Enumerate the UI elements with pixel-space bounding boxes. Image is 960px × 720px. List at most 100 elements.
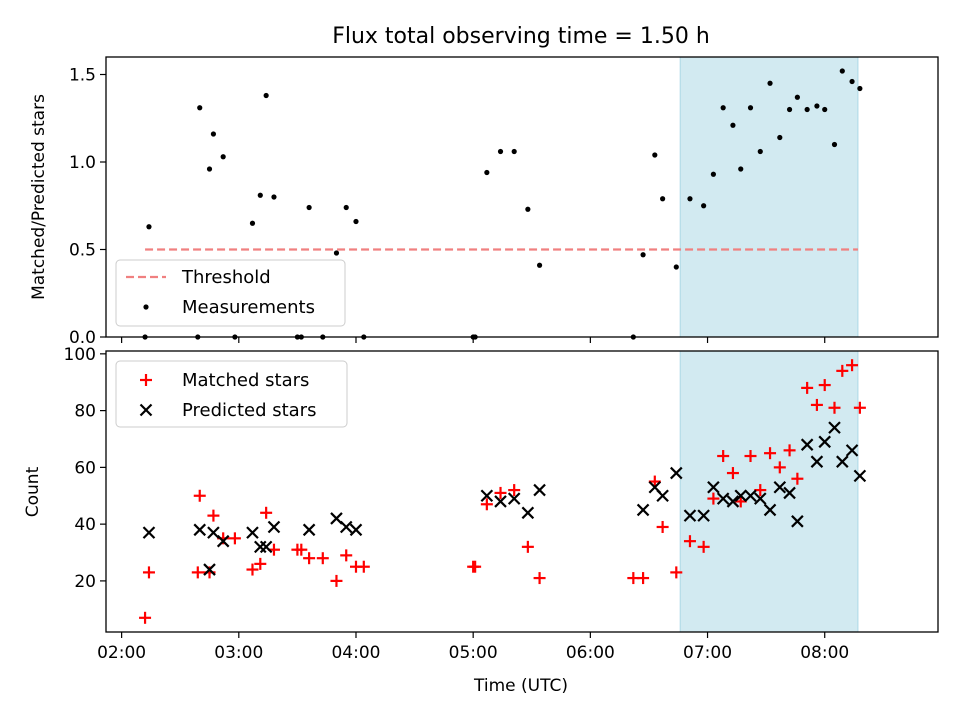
x-axis-label: Time (UTC) [473,676,568,696]
bottom-shaded-region [679,350,859,633]
measurement-point [220,154,226,160]
predicted-star-point [683,509,697,522]
predicted-star-point [193,523,207,537]
predicted-star-point [744,489,757,503]
measurement-point [210,131,217,137]
measurement-point [249,220,256,226]
measurement-point [146,224,152,230]
measurement-point [206,166,213,172]
predicted-star-point [734,489,748,503]
bottom-y-tick-label: 60 [74,458,96,478]
matched-star-point [191,566,204,579]
matched-star-point [810,398,823,411]
measurement-point [701,203,707,209]
measurement-point [673,264,679,270]
measurement-point [343,204,349,211]
measurement-point [730,122,736,128]
bottom-y-axis-label: Count [23,466,43,517]
predicted-star-point [853,469,867,483]
top-y-tick-label: 0.0 [69,328,96,348]
predicted-star-point [302,523,316,537]
matched-star-point [303,552,316,565]
legend-predicted-swatch [139,403,153,417]
matched-star-point [791,472,804,485]
matched-star-point [683,535,696,548]
predicted-star-point [836,455,849,468]
chart-title: Flux total observing time = 1.50 h [332,24,710,49]
measurement-point [536,262,543,268]
matched-star-point [828,401,841,414]
predicted-star-point [670,466,683,480]
matched-star-point [744,450,757,463]
predicted-star-point [142,526,156,539]
measurement-point [306,204,312,211]
matched-star-point [734,495,747,508]
bottom-y-tick-label: 40 [74,515,96,535]
legend-predicted-label: Predicted stars [182,400,316,421]
predicted-star-point [753,492,767,505]
measurement-point [257,192,263,198]
predicted-star-point [203,563,216,576]
top-y-tick-label: 1.0 [69,153,96,173]
matched-star-point [670,566,683,579]
matched-star-point [697,540,710,553]
matched-star-point [357,560,370,573]
bottom-plot-frame [105,350,939,633]
legend-matched-label: Matched stars [182,370,309,391]
matched-star-point [764,447,777,460]
predicted-star-point [828,421,841,434]
matched-star-point [853,401,866,414]
measurement-point [720,105,726,111]
measurement-point [831,141,838,148]
measurement-point [814,103,820,109]
x-tick-label: 04:00 [331,643,380,663]
matched-star-point [316,552,329,565]
predicted-star-point [349,523,363,537]
measurement-point [497,148,504,155]
bottom-panel: 20 40 60 80 100 02:00 03:00 04:00 05:00 06:00 07:… [23,345,939,696]
legend-matched-swatch [140,374,152,386]
measurement-point [822,106,828,113]
matched-star-point [340,549,353,562]
top-y-tick-label: 0.5 [69,241,96,261]
matched-star-point [260,506,273,519]
predicted-star-point [726,495,740,508]
matched-star-point [818,379,831,392]
matched-star-point [469,560,482,573]
x-tick-label: 05:00 [449,643,498,663]
matched-star-point [707,492,720,505]
matched-star-point [228,532,241,545]
matched-star-point [717,450,730,463]
bottom-legend-box [115,360,348,428]
measurement-point [271,194,277,200]
predicted-star-point [763,503,777,517]
measurement-point [849,78,855,85]
measurement-point [511,148,517,155]
predicted-star-point [818,435,832,449]
matched-star-point [508,484,521,497]
measurement-point [747,105,754,111]
matched-star-point [783,444,796,457]
predicted-star-point [533,483,546,497]
predicted-star-point [246,526,259,539]
measurement-point [652,152,658,158]
top-y-axis-label: Matched/Predicted stars [29,94,49,300]
x-tick-label: 07:00 [683,643,732,663]
matched-star-point [726,467,739,480]
matched-star-point [295,543,308,556]
matched-star-point [254,557,267,570]
measurement-point [640,252,646,258]
measurement-point [786,106,793,113]
predicted-star-point [267,520,281,534]
predicted-star-point [716,492,730,505]
predicted-star-point [259,540,273,554]
legend-measurements-swatch [143,304,149,310]
measurement-point [263,92,269,99]
predicted-star-point [707,480,720,494]
predicted-star-point [339,520,353,534]
bottom-y-tick-label: 100 [64,345,96,365]
matched-star-point [801,381,814,394]
top-shaded-region [679,56,859,338]
measurement-point [484,169,490,176]
measurement-point [687,196,693,202]
